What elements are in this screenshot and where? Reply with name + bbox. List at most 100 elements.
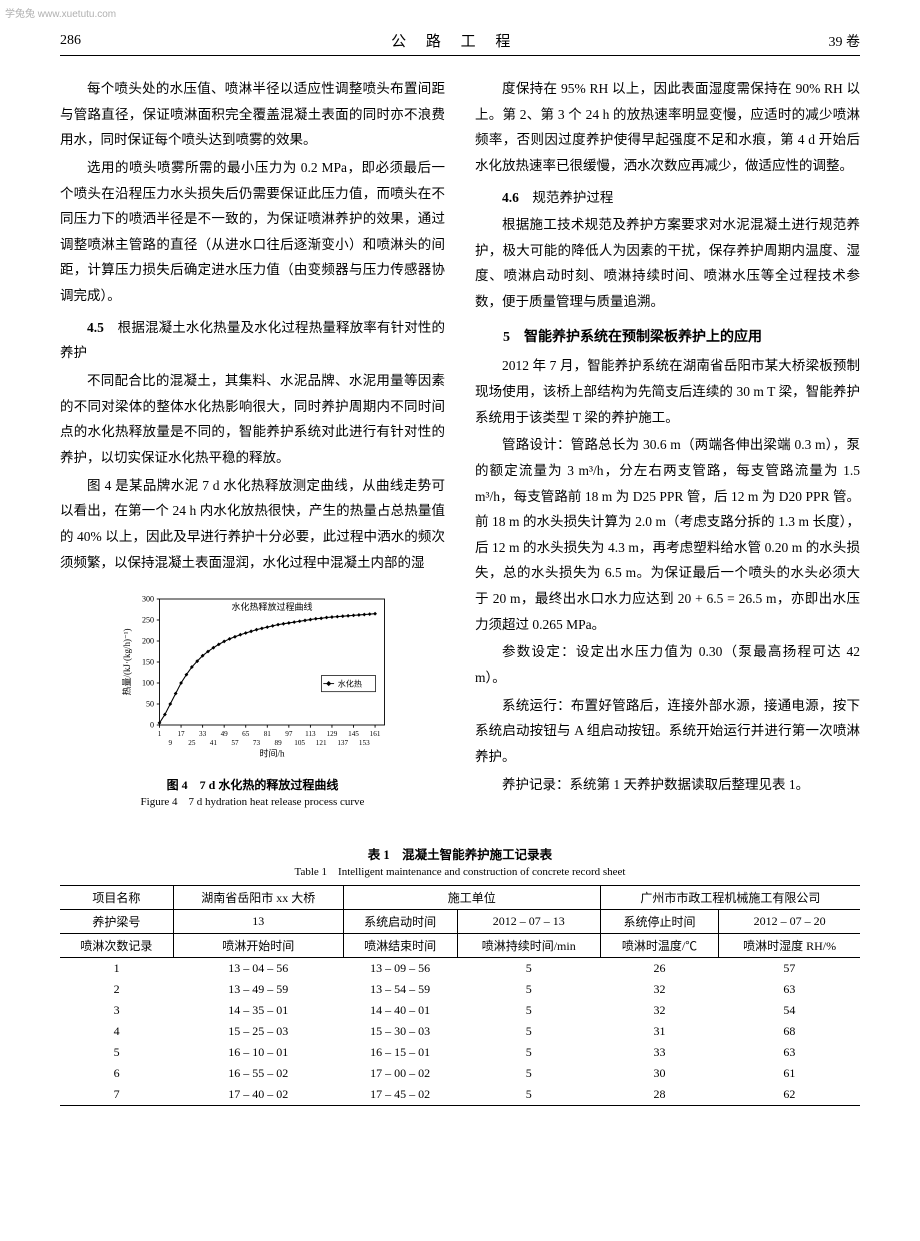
paragraph: 系统运行：布置好管路后，连接外部水源，接通电源，按下系统启动按钮与 A 组启动按…: [475, 693, 860, 770]
table-cell: 2012 – 07 – 20: [719, 909, 860, 933]
table-cell: 16 – 55 – 02: [173, 1063, 343, 1084]
paragraph: 度保持在 95% RH 以上，因此表面湿度需保持在 90% RH 以上。第 2、…: [475, 76, 860, 179]
svg-text:250: 250: [141, 616, 153, 625]
table-cell: 5: [457, 1042, 600, 1063]
svg-text:热量/(kJ·(kg/h)⁻¹): 热量/(kJ·(kg/h)⁻¹): [120, 629, 131, 696]
chart-caption-cn: 图 4 7 d 水化热的释放过程曲线: [93, 776, 413, 794]
table-cell: 广州市市政工程机械施工有限公司: [600, 885, 860, 909]
svg-text:113: 113: [305, 730, 316, 738]
svg-text:1: 1: [157, 730, 161, 738]
chart-svg: 0501001502002503001173349658197113129145…: [113, 590, 413, 770]
svg-text:17: 17: [177, 730, 185, 738]
hydration-heat-chart: 0501001502002503001173349658197113129145…: [113, 590, 413, 770]
table-cell: 54: [719, 1000, 860, 1021]
record-table: 项目名称湖南省岳阳市 xx 大桥施工单位广州市市政工程机械施工有限公司养护梁号1…: [60, 885, 860, 1106]
svg-text:41: 41: [209, 739, 217, 747]
table-cell: 7: [60, 1084, 173, 1106]
left-column: 每个喷头处的水压值、喷淋半径以适应性调整喷头布置间距与管路直径，保证喷淋面积完全…: [60, 76, 445, 826]
table-section: 表 1 混凝土智能养护施工记录表 Table 1 Intelligent mai…: [60, 846, 860, 1106]
paragraph: 每个喷头处的水压值、喷淋半径以适应性调整喷头布置间距与管路直径，保证喷淋面积完全…: [60, 76, 445, 153]
table-cell: 30: [600, 1063, 718, 1084]
paragraph: 养护记录：系统第 1 天养护数据读取后整理见表 1。: [475, 772, 860, 798]
table-cell: 26: [600, 957, 718, 979]
page-number: 286: [60, 33, 81, 49]
svg-text:50: 50: [146, 700, 154, 709]
svg-text:153: 153: [358, 739, 369, 747]
table-cell: 13 – 54 – 59: [343, 979, 457, 1000]
two-column-content: 每个喷头处的水压值、喷淋半径以适应性调整喷头布置间距与管路直径，保证喷淋面积完全…: [60, 76, 860, 826]
svg-text:49: 49: [220, 730, 228, 738]
table-cell: 15 – 30 – 03: [343, 1021, 457, 1042]
paragraph: 图 4 是某品牌水泥 7 d 水化热释放测定曲线，从曲线走势可以看出，在第一个 …: [60, 473, 445, 576]
subsection-heading-46: 4.6 规范养护过程: [475, 185, 860, 211]
table-cell: 17 – 00 – 02: [343, 1063, 457, 1084]
table-cell: 68: [719, 1021, 860, 1042]
table-cell: 2: [60, 979, 173, 1000]
svg-text:25: 25: [188, 739, 196, 747]
table-header-cell: 系统停止时间: [600, 909, 718, 933]
paragraph: 根据施工技术规范及养护方案要求对水泥混凝土进行规范养护，极大可能的降低人为因素的…: [475, 212, 860, 315]
chart-container: 0501001502002503001173349658197113129145…: [93, 590, 413, 811]
table-cell: 1: [60, 957, 173, 979]
table-cell: 6: [60, 1063, 173, 1084]
right-column: 度保持在 95% RH 以上，因此表面湿度需保持在 90% RH 以上。第 2、…: [475, 76, 860, 826]
table-header-cell: 养护梁号: [60, 909, 173, 933]
table-cell: 17 – 45 – 02: [343, 1084, 457, 1106]
table-column-header: 喷淋时湿度 RH/%: [719, 933, 860, 957]
table-cell: 32: [600, 979, 718, 1000]
svg-text:65: 65: [242, 730, 250, 738]
table-cell: 14 – 40 – 01: [343, 1000, 457, 1021]
table-cell: 5: [60, 1042, 173, 1063]
paragraph: 不同配合比的混凝土，其集料、水泥品牌、水泥用量等因素的不同对梁体的整体水化热影响…: [60, 368, 445, 471]
svg-text:89: 89: [274, 739, 282, 747]
svg-text:时间/h: 时间/h: [259, 748, 285, 759]
table-caption: 表 1 混凝土智能养护施工记录表 Table 1 Intelligent mai…: [60, 846, 860, 881]
table-cell: 13: [173, 909, 343, 933]
table-column-header: 喷淋次数记录: [60, 933, 173, 957]
table-caption-cn: 表 1 混凝土智能养护施工记录表: [60, 846, 860, 865]
table-header-cell: 系统启动时间: [343, 909, 457, 933]
section-heading-5: 5 智能养护系统在预制梁板养护上的应用: [475, 325, 860, 352]
table-cell: 57: [719, 957, 860, 979]
table-column-header: 喷淋结束时间: [343, 933, 457, 957]
table-cell: 63: [719, 979, 860, 1000]
svg-text:200: 200: [141, 637, 153, 646]
table-cell: 5: [457, 1063, 600, 1084]
svg-text:水化热释放过程曲线: 水化热释放过程曲线: [231, 601, 312, 612]
svg-text:33: 33: [199, 730, 207, 738]
table-cell: 16 – 10 – 01: [173, 1042, 343, 1063]
table-cell: 15 – 25 – 03: [173, 1021, 343, 1042]
paragraph: 管路设计：管路总长为 30.6 m（两端各伸出梁端 0.3 m），泵的额定流量为…: [475, 432, 860, 637]
table-column-header: 喷淋开始时间: [173, 933, 343, 957]
table-cell: 28: [600, 1084, 718, 1106]
paragraph: 2012 年 7 月，智能养护系统在湖南省岳阳市某大桥梁板预制现场使用，该桥上部…: [475, 353, 860, 430]
table-cell: 61: [719, 1063, 860, 1084]
table-header-cell: 项目名称: [60, 885, 173, 909]
svg-text:150: 150: [141, 658, 153, 667]
table-cell: 13 – 09 – 56: [343, 957, 457, 979]
svg-text:105: 105: [294, 739, 305, 747]
table-cell: 5: [457, 957, 600, 979]
journal-title: 公 路 工 程: [391, 30, 518, 51]
svg-text:129: 129: [326, 730, 337, 738]
subsection-heading-45: 4.5 根据混凝土水化热量及水化过程热量释放率有针对性的养护: [60, 315, 445, 366]
svg-text:300: 300: [141, 595, 153, 604]
table-cell: 63: [719, 1042, 860, 1063]
svg-text:97: 97: [285, 730, 293, 738]
svg-text:水化热: 水化热: [337, 678, 361, 688]
table-header-cell: 施工单位: [343, 885, 600, 909]
svg-text:73: 73: [252, 739, 260, 747]
svg-text:137: 137: [337, 739, 348, 747]
table-cell: 33: [600, 1042, 718, 1063]
svg-text:0: 0: [150, 721, 154, 730]
table-cell: 13 – 49 – 59: [173, 979, 343, 1000]
svg-text:9: 9: [168, 739, 172, 747]
table-cell: 3: [60, 1000, 173, 1021]
svg-text:57: 57: [231, 739, 239, 747]
page-header: 286 公 路 工 程 39 卷: [60, 30, 860, 56]
table-cell: 14 – 35 – 01: [173, 1000, 343, 1021]
chart-caption: 图 4 7 d 水化热的释放过程曲线 Figure 4 7 d hydratio…: [93, 776, 413, 811]
table-cell: 16 – 15 – 01: [343, 1042, 457, 1063]
table-cell: 5: [457, 979, 600, 1000]
table-caption-en: Table 1 Intelligent maintenance and cons…: [60, 864, 860, 881]
